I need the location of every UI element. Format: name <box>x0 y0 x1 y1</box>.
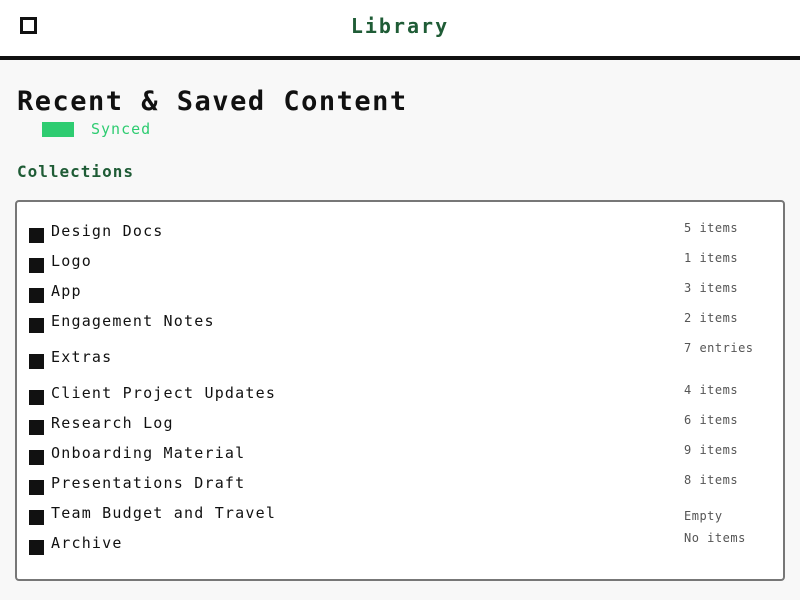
list-item[interactable]: Extras 7 entries <box>27 342 767 382</box>
status-indicator <box>42 121 74 137</box>
item-meta: 4 items <box>684 383 739 397</box>
item-label: Client Project Updates <box>51 384 277 402</box>
item-meta: 5 items <box>684 221 739 235</box>
folder-icon <box>29 540 44 555</box>
item-label: Presentations Draft <box>51 474 246 492</box>
folder-icon <box>29 510 44 525</box>
item-label: Design Docs <box>51 222 164 240</box>
folder-icon <box>29 354 44 369</box>
item-label: App <box>51 282 82 300</box>
list-item[interactable]: Client Project Updates 4 items <box>27 384 767 414</box>
top-bar: Library <box>0 0 800 60</box>
list-item[interactable]: Onboarding Material 9 items <box>27 444 767 474</box>
list-item[interactable]: Research Log 6 items <box>27 414 767 444</box>
page-title: Recent & Saved Content <box>17 86 408 117</box>
item-label: Onboarding Material <box>51 444 246 462</box>
item-meta: Empty <box>684 509 723 523</box>
item-meta: 8 items <box>684 473 739 487</box>
item-label: Extras <box>51 348 113 366</box>
list-item[interactable]: App 3 items <box>27 282 767 312</box>
item-label: Archive <box>51 534 123 552</box>
item-label: Team Budget and Travel <box>51 504 277 522</box>
list-item[interactable]: Design Docs 5 items <box>27 222 767 252</box>
list-item[interactable]: Archive No items <box>27 532 767 570</box>
folder-icon <box>29 228 44 243</box>
item-meta: 6 items <box>684 413 739 427</box>
item-meta: No items <box>684 531 746 545</box>
list-item[interactable]: Logo 1 items <box>27 252 767 282</box>
item-label: Logo <box>51 252 92 270</box>
folder-icon <box>29 258 44 273</box>
item-meta: 2 items <box>684 311 739 325</box>
list-item[interactable]: Engagement Notes 2 items <box>27 312 767 342</box>
folder-icon <box>29 420 44 435</box>
item-label: Engagement Notes <box>51 312 215 330</box>
folder-icon <box>29 318 44 333</box>
item-meta: 9 items <box>684 443 739 457</box>
app-title: Library <box>350 14 450 38</box>
list-item[interactable]: Team Budget and Travel Empty <box>27 504 767 534</box>
status-text: Synced <box>91 120 152 138</box>
item-meta: 1 items <box>684 251 739 265</box>
item-label: Research Log <box>51 414 174 432</box>
folder-icon <box>29 288 44 303</box>
item-meta: 3 items <box>684 281 739 295</box>
folder-icon <box>29 480 44 495</box>
status-row: Synced <box>42 120 151 138</box>
menu-icon[interactable] <box>20 17 37 34</box>
list-item[interactable]: Presentations Draft 8 items <box>27 474 767 504</box>
section-heading: Collections <box>17 162 134 181</box>
folder-icon <box>29 450 44 465</box>
item-meta: 7 entries <box>684 341 754 355</box>
folder-icon <box>29 390 44 405</box>
collections-list: Design Docs 5 items Logo 1 items App 3 i… <box>15 200 785 581</box>
